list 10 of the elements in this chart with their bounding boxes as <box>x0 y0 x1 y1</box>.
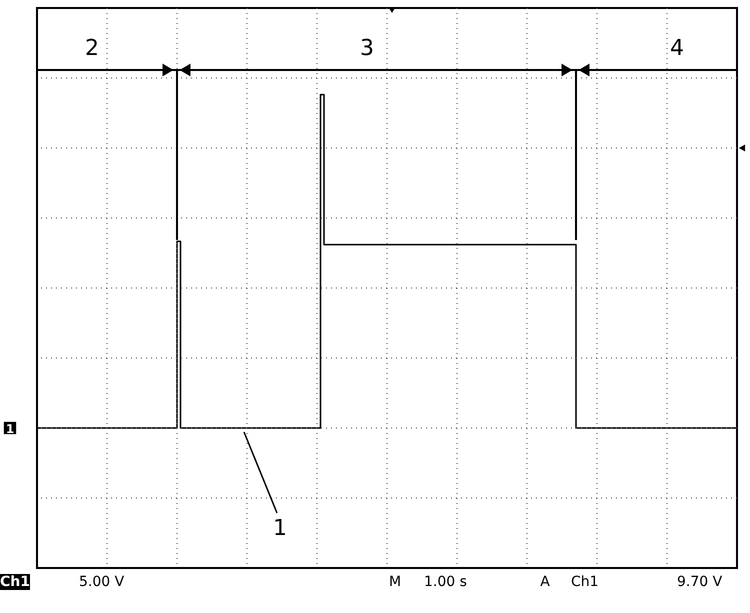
text: 3 <box>360 36 374 61</box>
text: Ch1 <box>571 574 599 590</box>
text: 1.00 s <box>424 574 467 590</box>
text: A <box>540 574 550 590</box>
text: M <box>388 574 402 590</box>
text: 9.70 V <box>677 574 723 590</box>
text: 5.00 V <box>79 574 125 590</box>
text: 1 <box>273 516 287 541</box>
text: 4 <box>670 36 684 61</box>
text: 2 <box>85 36 99 61</box>
